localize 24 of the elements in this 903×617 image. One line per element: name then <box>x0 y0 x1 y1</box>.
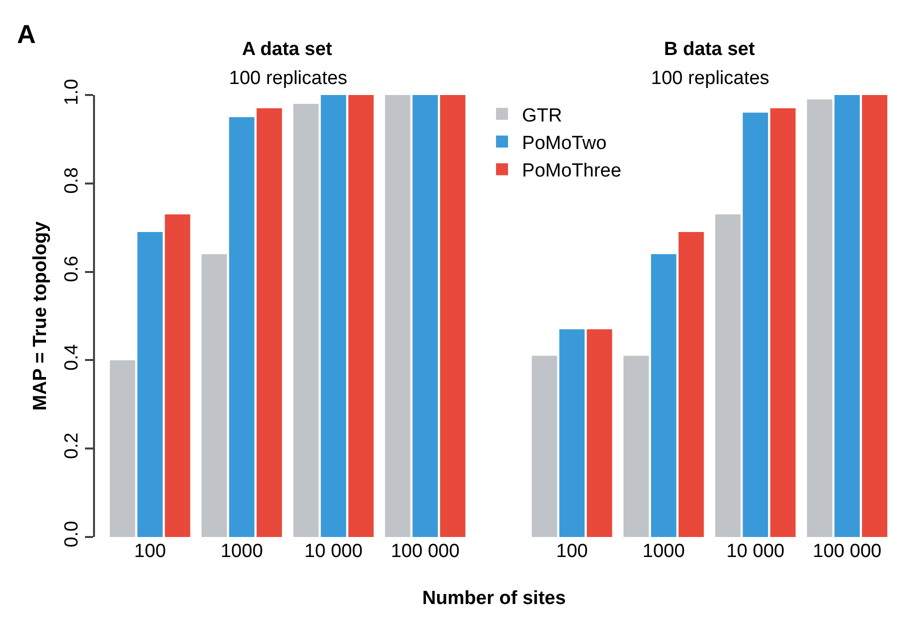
chart-title: A <box>17 19 36 49</box>
y-tick-label: 0.2 <box>61 432 82 459</box>
x-tick-label: 100 000 <box>390 541 460 562</box>
legend-label: PoMoThree <box>522 160 622 182</box>
y-axis-title: MAP = True topology <box>30 221 51 411</box>
y-tick-label: 1.0 <box>61 78 82 106</box>
x-tick-label: 1000 <box>642 541 685 562</box>
y-tick-label: 0.6 <box>61 256 82 282</box>
x-axis-title: Number of sites <box>422 588 566 609</box>
text: B data set <box>664 39 756 60</box>
y-tick-label: 0.4 <box>61 344 82 371</box>
x-tick-label: 100 000 <box>812 541 882 562</box>
x-tick-label: 10 000 <box>304 541 363 562</box>
legend-label: PoMoTwo <box>522 132 607 154</box>
y-tick-label: 0.8 <box>61 167 82 194</box>
text: 100 replicates <box>229 68 348 89</box>
text: A data set <box>242 39 333 60</box>
x-tick-label: 100 <box>556 541 588 562</box>
x-tick-label: 10 000 <box>726 541 784 562</box>
x-tick-label: 100 <box>134 541 166 562</box>
text: 100 replicates <box>651 68 770 89</box>
x-tick-label: 1000 <box>220 541 263 562</box>
y-tick-label: 0.0 <box>61 520 82 548</box>
legend-label: GTR <box>522 105 562 126</box>
